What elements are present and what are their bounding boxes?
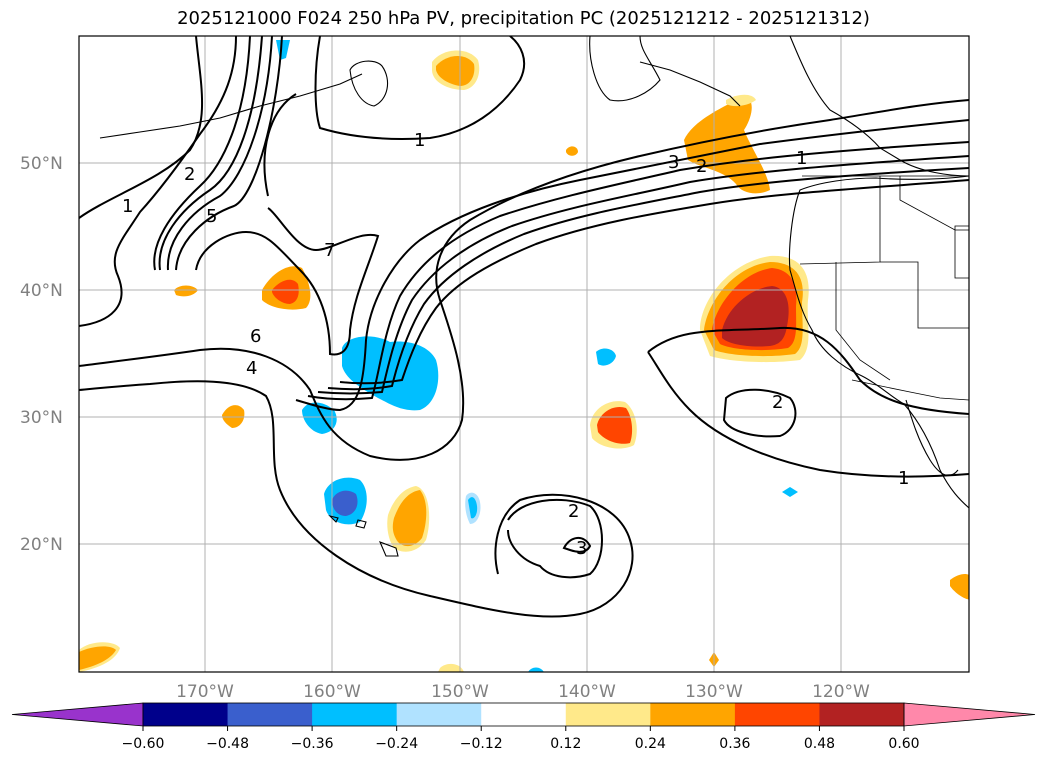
colorbar-segment [734, 703, 820, 726]
contour-label: 2 [696, 156, 707, 177]
lon-label: 170°W [176, 682, 234, 702]
contour-label: 2 [568, 501, 579, 522]
colorbar-tick-label: 0.48 [804, 736, 835, 752]
contour-label: 7 [324, 240, 335, 261]
contour-label: 4 [246, 358, 257, 379]
contour-label: 3 [668, 152, 679, 173]
colorbar-segment [227, 703, 313, 726]
lat-label: 40°N [20, 281, 63, 301]
colorbar-ticks: −0.60 −0.48 −0.36 −0.24 −0.12 0.12 0.24 0.36 0.4… [122, 726, 920, 752]
colorbar-tick-label: −0.12 [460, 736, 503, 752]
colorbar-segment [650, 703, 736, 726]
map-area [79, 36, 969, 672]
colorbar-segment [481, 703, 567, 726]
lat-label: 30°N [20, 408, 63, 428]
colorbar-frame [142, 702, 905, 727]
contour-label: 1 [796, 148, 807, 169]
lon-label: 130°W [685, 682, 743, 702]
colorbar-tick-label: 0.60 [888, 736, 919, 752]
colorbar-tick-label: −0.36 [291, 736, 334, 752]
lon-label: 160°W [303, 682, 361, 702]
colorbar-tick-label: −0.60 [122, 736, 165, 752]
contour-label: 2 [184, 164, 195, 185]
contour-labels: 1 2 5 7 1 6 4 3 2 1 2 2 3 1 [122, 130, 909, 559]
colorbar-tick-label: 0.24 [635, 736, 666, 752]
colorbar-segment [819, 703, 905, 726]
contour-label: 1 [414, 130, 425, 151]
colorbar-segment [396, 703, 482, 726]
latitude-labels: 50°N 40°N 30°N 20°N [20, 154, 63, 555]
contour-label: 1 [122, 196, 133, 217]
contour-label: 3 [576, 538, 587, 559]
colorbar-tick-label: −0.48 [206, 736, 249, 752]
lon-label: 150°W [431, 682, 489, 702]
colorbar-segment [565, 703, 651, 726]
colorbar-segment [312, 703, 398, 726]
contour-label: 1 [898, 468, 909, 489]
lat-label: 50°N [20, 154, 63, 174]
colorbar-segment [143, 703, 229, 726]
precip-shading [79, 40, 969, 672]
colorbar-tick-label: 0.36 [719, 736, 750, 752]
figure-title: 2025121000 F024 250 hPa PV, precipitatio… [177, 8, 870, 29]
colorbar [11, 702, 1036, 727]
colorbar-tick-label: 0.12 [550, 736, 581, 752]
contour-label: 2 [772, 392, 783, 413]
lon-label: 140°W [558, 682, 616, 702]
map-frame [78, 35, 970, 673]
lat-label: 20°N [20, 535, 63, 555]
graticule [79, 36, 969, 672]
colorbar-tick-label: −0.24 [375, 736, 418, 752]
pv-contours [79, 36, 969, 618]
lon-label: 120°W [812, 682, 870, 702]
colorbar-extend-low [11, 702, 144, 727]
contour-label: 6 [250, 326, 261, 347]
longitude-labels: 170°W 160°W 150°W 140°W 130°W 120°W [176, 682, 870, 702]
contour-label: 5 [206, 206, 217, 227]
colorbar-extend-high [903, 702, 1036, 727]
